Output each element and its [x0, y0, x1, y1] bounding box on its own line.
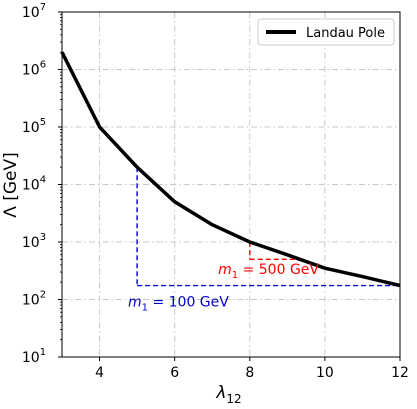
x-axis-label: λ12: [215, 383, 241, 406]
series-layer: [60, 51, 401, 288]
y-tick-label: 105: [22, 117, 46, 136]
x-tick-label: 6: [170, 365, 179, 381]
x-tick-label: 12: [391, 365, 409, 381]
y-tick-label: 101: [22, 347, 46, 366]
y-tick-label: 107: [22, 2, 46, 21]
x-tick-label: 4: [95, 365, 104, 381]
ticks: 4 6 8 10 12 101 102 103 104 105 106 107: [22, 2, 409, 381]
grid: [62, 12, 401, 357]
legend: Landau Pole: [257, 18, 395, 46]
x-tick-label: 8: [245, 365, 254, 381]
series-line-landau-pole: [60, 51, 401, 288]
annotation-lines: [136, 167, 400, 287]
y-axis-label: Λ [GeV]: [1, 152, 21, 218]
annotation-m1-100: m1 = 100 GeV: [128, 295, 229, 314]
y-tick-label: 104: [22, 175, 46, 194]
legend-box: [257, 18, 395, 46]
x-tick-label: 10: [316, 365, 334, 381]
y-tick-label: 102: [22, 290, 46, 309]
legend-entry-landau-pole: Landau Pole: [306, 26, 385, 41]
y-tick-label: 103: [22, 232, 46, 251]
y-tick-label: 106: [22, 60, 46, 79]
annotation-m1-500: m1 = 500 GeV: [218, 262, 319, 281]
